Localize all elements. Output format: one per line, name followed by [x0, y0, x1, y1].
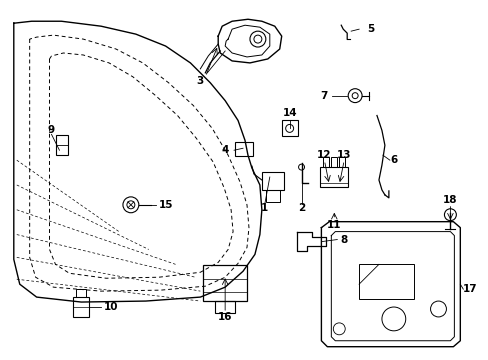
Bar: [235, 142, 252, 156]
Bar: [56, 135, 68, 155]
Text: 7: 7: [320, 91, 327, 101]
Text: 18: 18: [442, 195, 457, 205]
Text: 15: 15: [158, 200, 173, 210]
Bar: [203, 265, 246, 301]
Text: 12: 12: [317, 150, 331, 160]
Bar: [76, 289, 86, 297]
Bar: [265, 190, 279, 202]
Bar: [323, 157, 328, 167]
Text: 14: 14: [282, 108, 296, 117]
Text: 16: 16: [218, 312, 232, 322]
Bar: [320, 167, 347, 187]
Text: 11: 11: [326, 220, 341, 230]
Text: 3: 3: [196, 76, 203, 86]
Text: 6: 6: [389, 155, 397, 165]
Bar: [339, 157, 345, 167]
Bar: [358, 264, 413, 299]
Text: 13: 13: [336, 150, 351, 160]
Text: 17: 17: [462, 284, 477, 294]
Text: 8: 8: [340, 234, 347, 244]
Text: 5: 5: [366, 24, 374, 34]
Bar: [331, 157, 337, 167]
Bar: [215, 301, 235, 313]
Text: 1: 1: [261, 203, 268, 213]
Bar: [262, 172, 283, 190]
Bar: [281, 121, 297, 136]
Text: 9: 9: [48, 125, 55, 135]
Text: 2: 2: [297, 203, 305, 213]
Bar: [73, 297, 89, 317]
Text: 10: 10: [103, 302, 118, 312]
Text: 4: 4: [221, 145, 228, 155]
